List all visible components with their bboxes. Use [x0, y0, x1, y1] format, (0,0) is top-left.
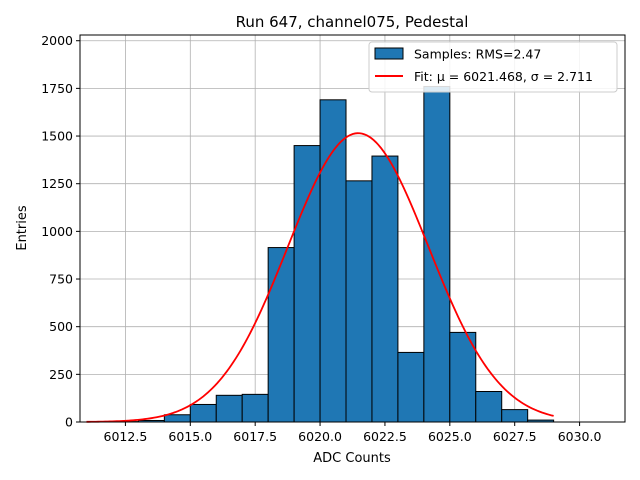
y-tick-label: 0	[65, 415, 73, 430]
legend-samples-label: Samples: RMS=2.47	[414, 47, 541, 62]
y-axis-ticks: 0 250 500 750 1000 1250 1500 1750 2000	[41, 33, 80, 430]
legend-patch-swatch	[374, 47, 404, 60]
y-tick-label: 2000	[41, 33, 73, 48]
histogram-bar	[241, 393, 269, 423]
x-tick-label: 6012.5	[104, 429, 148, 444]
histogram-bar	[501, 409, 529, 423]
histogram-bar	[423, 85, 451, 423]
histogram-bar	[293, 145, 321, 423]
histogram-bars	[111, 85, 555, 423]
x-axis-label: ADC Counts	[313, 451, 391, 466]
histogram-bar	[215, 394, 243, 423]
x-tick-label: 6017.5	[233, 429, 277, 444]
x-tick-label: 6015.0	[168, 429, 212, 444]
plot-frame	[79, 34, 626, 423]
histogram-bar	[397, 351, 425, 423]
y-tick-label: 1250	[41, 176, 73, 191]
y-tick-label: 250	[49, 367, 73, 382]
x-tick-label: 6030.0	[558, 429, 602, 444]
y-tick-label: 750	[49, 272, 73, 287]
x-tick-label: 6020.0	[298, 429, 342, 444]
chart-title: Run 647, channel075, Pedestal	[236, 13, 469, 31]
histogram-bar	[189, 403, 217, 423]
y-axis-label: Entries	[15, 205, 30, 251]
gaussian-fit-curve	[86, 132, 554, 423]
histogram-bar	[163, 414, 191, 423]
legend: Samples: RMS=2.47 Fit: μ = 6021.468, σ =…	[368, 41, 618, 93]
x-tick-label: 6022.5	[363, 429, 407, 444]
histogram-bar	[319, 99, 347, 423]
y-tick-label: 500	[49, 319, 73, 334]
y-tick-label: 1000	[41, 224, 73, 239]
legend-box	[368, 41, 618, 93]
x-axis-ticks: 6012.5 6015.0 6017.5 6020.0 6022.5 6025.0 6027…	[104, 422, 602, 444]
histogram-bar	[449, 331, 477, 423]
x-tick-label: 6025.0	[428, 429, 472, 444]
histogram-bar	[371, 155, 399, 423]
histogram-bar	[345, 180, 373, 423]
x-tick-label: 6027.5	[493, 429, 537, 444]
fit-curve-group	[86, 132, 554, 423]
histogram-bar	[267, 247, 295, 423]
y-tick-label: 1500	[41, 129, 73, 144]
y-tick-label: 1750	[41, 81, 73, 96]
histogram-bar	[475, 390, 503, 423]
legend-fit-label: Fit: μ = 6021.468, σ = 2.711	[414, 69, 593, 84]
